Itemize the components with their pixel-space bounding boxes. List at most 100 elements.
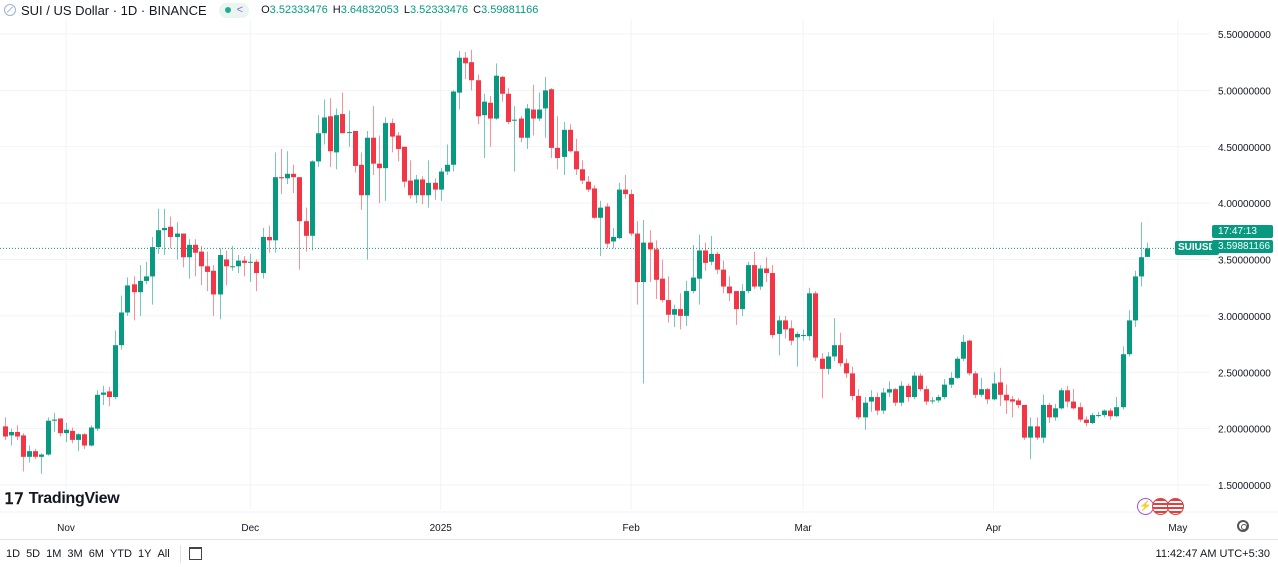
- candle: [985, 388, 990, 404]
- candle: [942, 379, 947, 400]
- candle: [721, 260, 726, 294]
- candle: [568, 124, 573, 153]
- ohlc-low: L3.52333476: [403, 4, 469, 16]
- candle-body: [531, 109, 536, 119]
- range-3m[interactable]: 3M: [67, 547, 83, 560]
- candlestick-chart[interactable]: 5.50000000 5.00000000 4.50000000 4.00000000…: [0, 0, 1278, 539]
- candle: [1102, 409, 1107, 418]
- candle: [580, 160, 585, 184]
- tradingview-logo[interactable]: 𝟣𝟩 TradingView: [4, 489, 120, 509]
- candle: [1090, 412, 1095, 425]
- candle: [998, 367, 1003, 407]
- range-all[interactable]: All: [157, 547, 170, 560]
- us-flag-icon[interactable]: [1167, 498, 1184, 515]
- candle: [727, 276, 732, 302]
- candle: [734, 291, 739, 325]
- y-tick-label: 1.50000000: [1218, 481, 1271, 492]
- range-ytd[interactable]: YTD: [109, 547, 132, 560]
- candle: [46, 417, 51, 456]
- candle-body: [439, 171, 444, 190]
- go-to-date-calendar-icon[interactable]: [188, 547, 202, 560]
- range-5d[interactable]: 5D: [26, 547, 41, 560]
- candle-body: [881, 392, 886, 411]
- candle-body: [850, 373, 855, 396]
- candle: [469, 49, 474, 91]
- candle: [132, 276, 137, 321]
- candle-body: [998, 382, 1003, 395]
- candle: [279, 149, 284, 195]
- candle: [1108, 408, 1113, 420]
- candle: [15, 425, 20, 440]
- candle-body: [537, 109, 542, 119]
- candle-body: [512, 119, 517, 121]
- candle-body: [813, 293, 818, 358]
- candle-body: [1090, 415, 1095, 423]
- candle-body: [58, 418, 63, 434]
- candle-body: [1133, 276, 1138, 321]
- candle-body: [666, 300, 671, 315]
- candle-body: [611, 236, 616, 242]
- candle-body: [371, 137, 376, 164]
- settings-gear-icon[interactable]: [1237, 520, 1249, 532]
- candle-body: [1010, 399, 1015, 402]
- candle-body: [414, 179, 419, 196]
- candle: [230, 245, 235, 271]
- candle: [353, 130, 358, 173]
- candle-body: [27, 451, 32, 457]
- range-1y[interactable]: 1Y: [137, 547, 152, 560]
- clock[interactable]: 11:42:47 AM UTC+5:30: [1155, 547, 1270, 560]
- candle: [58, 418, 63, 437]
- candle-body: [641, 242, 646, 283]
- candle: [27, 445, 32, 463]
- candle-body: [942, 384, 947, 398]
- y-tick-label: 4.50000000: [1218, 143, 1271, 154]
- candle: [267, 225, 272, 253]
- candle-body: [623, 189, 628, 195]
- candle-body: [15, 432, 20, 437]
- candle-body: [863, 402, 868, 418]
- candle-body: [1022, 404, 1027, 438]
- candle-body: [138, 280, 143, 293]
- candle-body: [1121, 354, 1126, 408]
- candle-body: [709, 253, 714, 262]
- candle-body: [525, 108, 530, 138]
- candle-body: [574, 151, 579, 170]
- candle-body: [1028, 426, 1033, 438]
- candle: [801, 329, 806, 341]
- candle: [1145, 242, 1150, 257]
- candle: [187, 239, 192, 279]
- range-1d[interactable]: 1D: [6, 547, 21, 560]
- range-1m[interactable]: 1M: [46, 547, 62, 560]
- candle: [549, 88, 554, 159]
- candle: [89, 425, 94, 447]
- candle-body: [175, 233, 180, 237]
- candle: [107, 386, 112, 407]
- candle: [1065, 385, 1070, 408]
- candle: [125, 277, 130, 316]
- indicator-badges: ⚡: [1137, 498, 1184, 515]
- candle: [236, 254, 241, 274]
- candle-body: [967, 340, 972, 374]
- candle-body: [740, 291, 745, 310]
- candle-body: [543, 90, 548, 109]
- range-6m[interactable]: 6M: [88, 547, 104, 560]
- candle-body: [629, 194, 634, 234]
- candle-body: [838, 345, 843, 364]
- candle: [211, 265, 216, 316]
- candle-body: [519, 118, 524, 138]
- candle-body: [132, 284, 137, 293]
- candle: [76, 433, 81, 452]
- x-tick-label: Apr: [986, 523, 1002, 534]
- chart-legend: SUI / US Dollar · 1D · BINANCE < O3.5233…: [4, 2, 543, 18]
- ohlc-close: C3.59881166: [473, 4, 539, 16]
- symbol-title[interactable]: SUI / US Dollar · 1D · BINANCE: [21, 2, 207, 18]
- candle-body: [242, 260, 247, 263]
- status-pill[interactable]: <: [218, 2, 250, 18]
- candle-body: [353, 130, 358, 166]
- candle-body: [826, 356, 831, 369]
- candle-body: [684, 291, 689, 316]
- candle: [390, 118, 395, 153]
- candle: [893, 388, 898, 407]
- candle-body: [1041, 404, 1046, 438]
- candle: [918, 373, 923, 392]
